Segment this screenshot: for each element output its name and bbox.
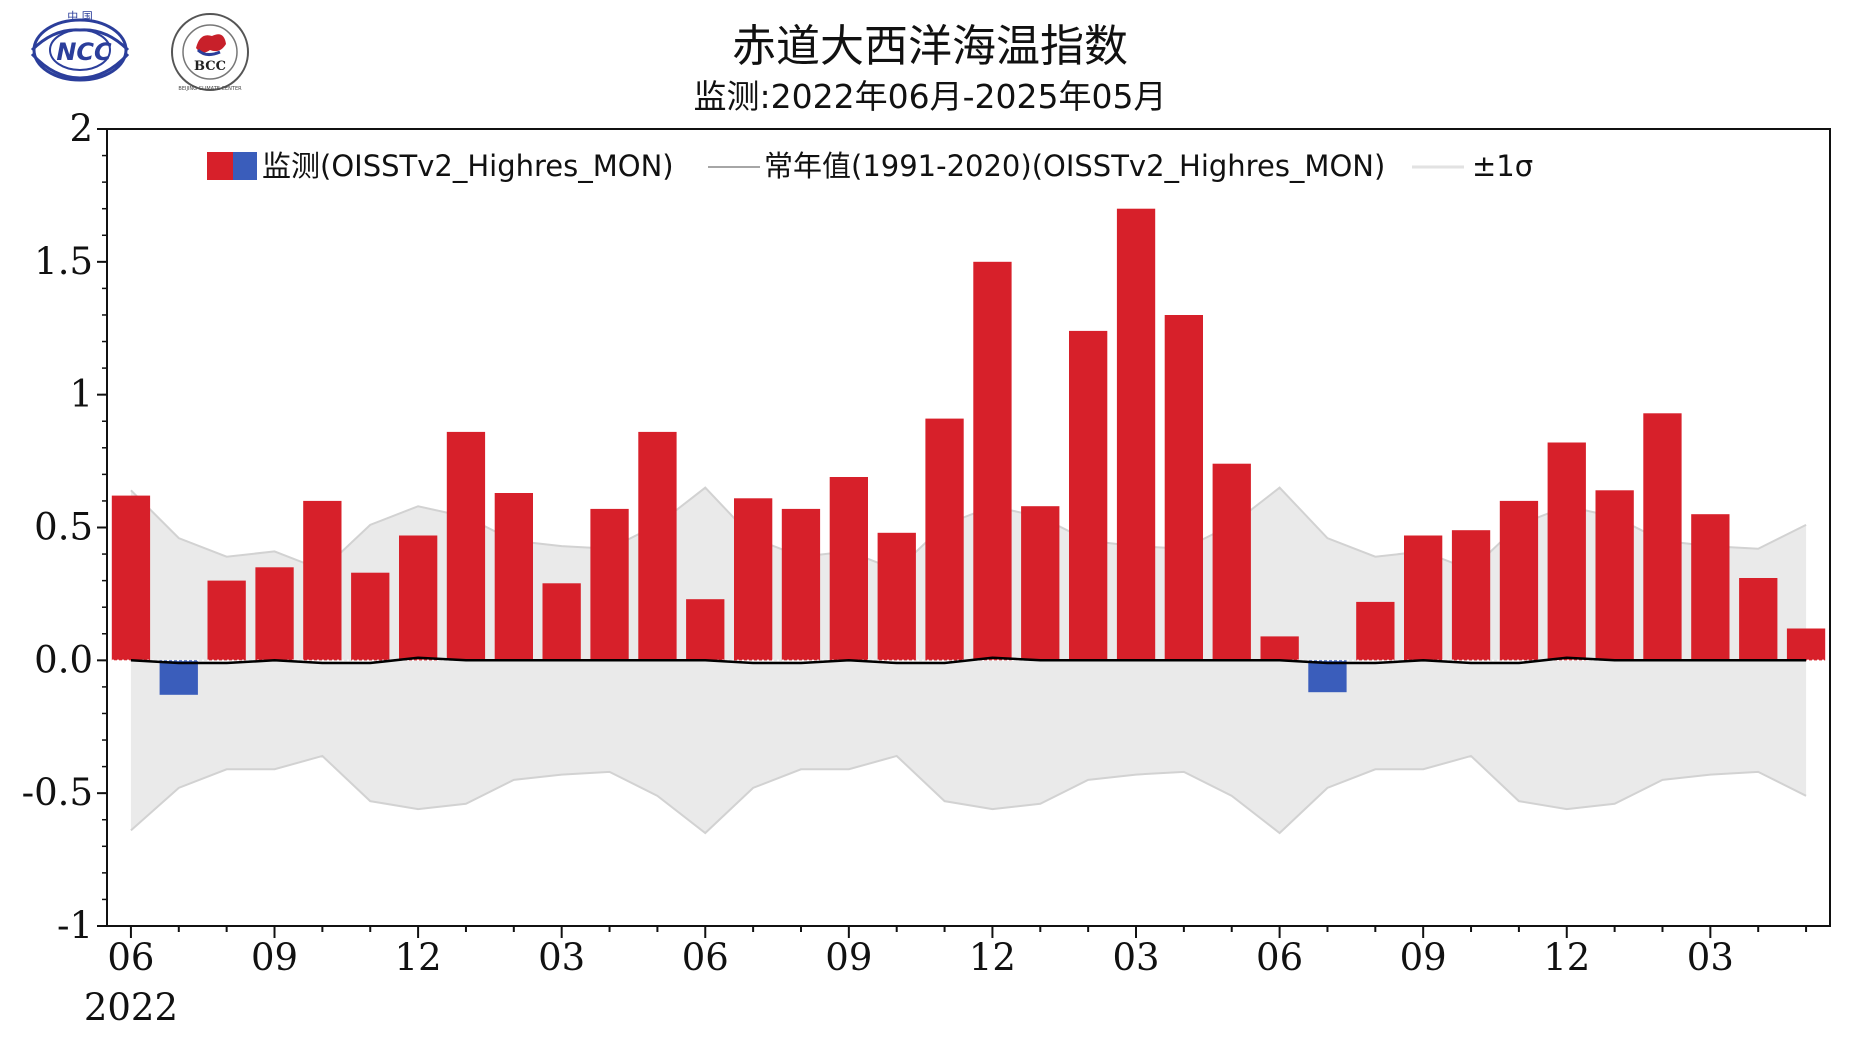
- x-tick-label: 09: [251, 936, 298, 979]
- bar-2024-11[interactable]: [1499, 500, 1539, 661]
- x-tick-label: 06: [1256, 936, 1303, 979]
- x-tick-label: 09: [1400, 936, 1447, 979]
- y-tick-label: -1: [57, 904, 93, 947]
- x-tick-label: 03: [538, 936, 585, 979]
- bar-2024-12[interactable]: [1547, 442, 1586, 661]
- bar-2024-04[interactable]: [1164, 315, 1203, 661]
- bar-2023-06[interactable]: [686, 599, 725, 661]
- bar-2024-06[interactable]: [1260, 636, 1299, 661]
- legend-label-sigma: ±1σ: [1472, 149, 1533, 183]
- chart-subtitle: 监测:2022年06月-2025年05月: [693, 77, 1167, 116]
- bar-2024-03[interactable]: [1116, 208, 1156, 661]
- x-tick-label: 03: [1112, 936, 1159, 979]
- x-tick-label: 09: [825, 936, 872, 979]
- bcc-logo: BCC BEIJING CLIMATE CENTER: [171, 13, 249, 92]
- normal-line-layer: [107, 656, 1830, 665]
- x-tick-label: 06: [107, 936, 154, 979]
- bar-2023-07[interactable]: [734, 498, 773, 661]
- bar-2025-03[interactable]: [1691, 514, 1730, 661]
- ncc-logo: 中 国 NCC: [30, 10, 130, 82]
- bar-2024-01[interactable]: [1021, 506, 1060, 661]
- bcc-logo-text: BCC: [194, 59, 226, 74]
- ncc-logo-text: NCC: [56, 38, 112, 66]
- legend-item-normal[interactable]: 常年值(1991-2020)(OISSTv2_Highres_MON): [708, 149, 1385, 183]
- bcc-logo-ring: BEIJING CLIMATE CENTER: [178, 86, 242, 92]
- normal-line: [130, 656, 1807, 665]
- bar-2024-07[interactable]: [1308, 660, 1347, 693]
- legend-swatch-positive: [207, 152, 233, 180]
- bar-2022-06[interactable]: [111, 495, 151, 661]
- bar-2024-10[interactable]: [1451, 530, 1491, 661]
- bar-2022-09[interactable]: [255, 567, 294, 661]
- legend-item-sigma[interactable]: ±1σ: [1412, 149, 1533, 183]
- x-tick-label: 12: [1543, 936, 1590, 979]
- x-tick-label: 12: [969, 936, 1016, 979]
- bar-2024-05[interactable]: [1212, 463, 1251, 661]
- bar-2023-08[interactable]: [781, 508, 821, 661]
- bar-2024-09[interactable]: [1404, 535, 1443, 661]
- bar-2022-12[interactable]: [399, 535, 438, 661]
- y-tick-label: 1.5: [34, 240, 93, 283]
- y-axis: 2 1.5 1 0.5 0.0 -0.5 -1: [22, 107, 107, 947]
- bar-2022-08[interactable]: [207, 580, 246, 661]
- bars-layer: [111, 208, 1826, 695]
- y-tick-label: 1: [69, 373, 93, 416]
- legend-label-monitor: 监测(OISSTv2_Highres_MON): [262, 149, 674, 183]
- legend-label-normal: 常年值(1991-2020)(OISSTv2_Highres_MON): [764, 149, 1385, 183]
- x-tick-label: 06: [682, 936, 729, 979]
- sigma-band-lower: [130, 754, 1807, 835]
- bar-2025-05[interactable]: [1786, 628, 1826, 661]
- legend-swatch-negative: [233, 152, 257, 180]
- bar-2023-11[interactable]: [925, 418, 964, 661]
- bar-2025-02[interactable]: [1643, 413, 1682, 661]
- y-tick-label: 2: [69, 107, 93, 150]
- bar-2025-04[interactable]: [1739, 578, 1778, 661]
- bar-2022-11[interactable]: [351, 572, 390, 661]
- bar-2024-08[interactable]: [1356, 601, 1395, 661]
- bar-2023-04[interactable]: [590, 508, 629, 661]
- bar-2022-10[interactable]: [303, 500, 342, 661]
- bar-2023-02[interactable]: [494, 493, 533, 661]
- ncc-logo-top: 中 国: [67, 10, 93, 23]
- chart-title: 赤道大西洋海温指数: [732, 21, 1128, 72]
- y-tick-label: 0.0: [34, 638, 93, 681]
- x-tick-label: 12: [395, 936, 442, 979]
- bar-2023-05[interactable]: [638, 431, 677, 661]
- legend-item-monitor[interactable]: 监测(OISSTv2_Highres_MON): [207, 149, 674, 183]
- bar-2023-12[interactable]: [973, 261, 1012, 661]
- x-tick-label: 03: [1687, 936, 1734, 979]
- bar-2024-02[interactable]: [1069, 330, 1108, 661]
- bar-2023-10[interactable]: [877, 532, 916, 661]
- bar-2023-03[interactable]: [542, 583, 581, 661]
- x-axis: 06 09 12 03 06 09 12 03 06 09 12 03 2022: [84, 926, 1808, 1029]
- legend: 监测(OISSTv2_Highres_MON) 常年值(1991-2020)(O…: [207, 149, 1533, 183]
- y-tick-label: -0.5: [22, 771, 93, 814]
- y-tick-label: 0.5: [34, 506, 93, 549]
- bar-2025-01[interactable]: [1595, 490, 1634, 661]
- x-year-label: 2022: [84, 986, 178, 1029]
- bar-2023-01[interactable]: [446, 431, 486, 661]
- bar-2023-09[interactable]: [829, 477, 868, 661]
- bar-2022-07[interactable]: [159, 660, 198, 695]
